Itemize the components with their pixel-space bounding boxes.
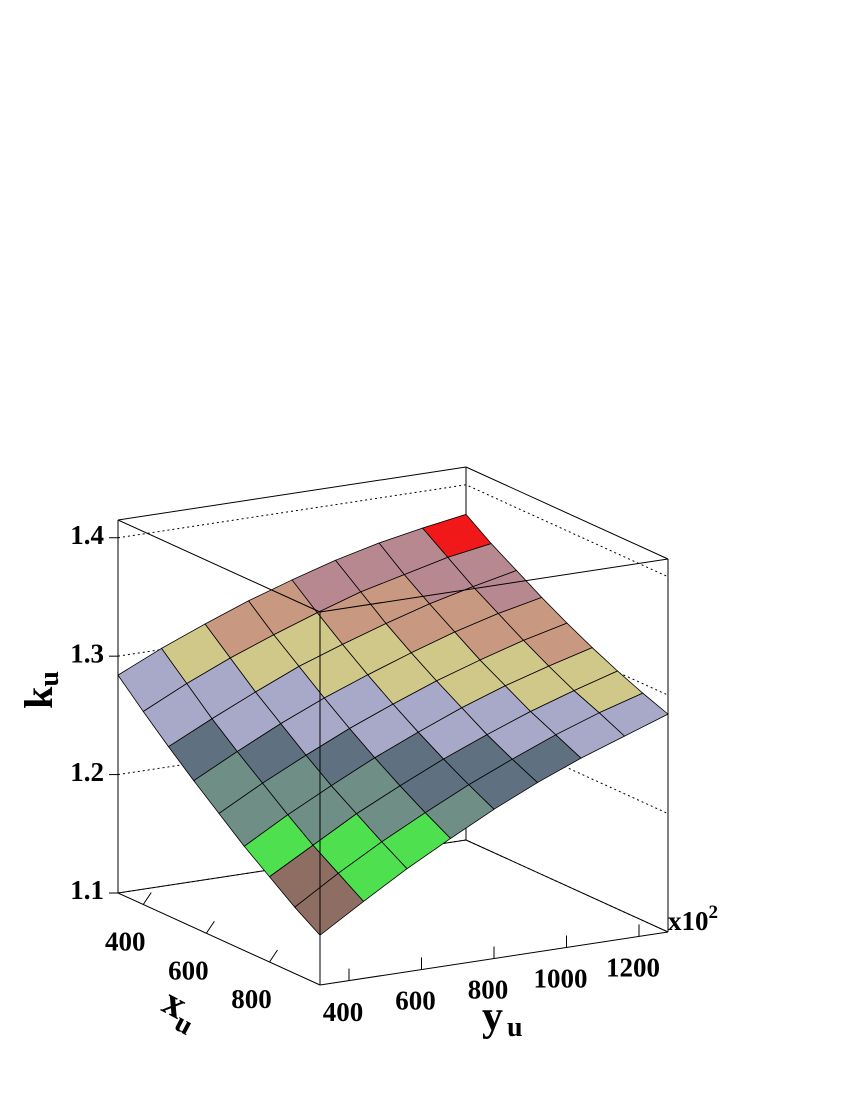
x-tick [269, 949, 278, 963]
multiplier-base: x10 [668, 906, 709, 936]
z-axis-title: ku [16, 671, 65, 709]
box-edge [319, 558, 669, 613]
box-edge [117, 892, 321, 986]
z-tick-label: 1.4 [70, 520, 104, 550]
x-tick [142, 892, 152, 905]
z-axis-title-main: k [16, 686, 61, 709]
box-edge [465, 466, 669, 560]
z-tick-label: 1.2 [70, 757, 104, 787]
x-tick [205, 920, 215, 934]
multiplier-exponent: 2 [709, 902, 719, 923]
y-tick-label: 800 [468, 975, 509, 1005]
y-tick-label: 1000 [534, 964, 588, 994]
x-tick-label: 800 [231, 984, 272, 1014]
box-edge [117, 466, 467, 521]
box-edge [117, 519, 321, 613]
z-axis-title-sub: u [34, 671, 65, 687]
z-tick-label: 1.1 [70, 875, 104, 905]
y-axis-multiplier: x102 [668, 902, 718, 936]
y-tick-label: 1200 [606, 953, 660, 983]
x-tick-label: 400 [105, 927, 146, 957]
y-axis-title-main: y [482, 994, 503, 1040]
y-tick-label: 400 [323, 997, 364, 1027]
x-tick-label: 600 [168, 955, 209, 985]
x-axis-title: xu [152, 978, 208, 1041]
y-tick-label: 600 [395, 986, 436, 1016]
surface-cell [294, 872, 365, 936]
z-tick-label: 1.3 [70, 638, 104, 668]
y-axis-title-sub: u [507, 1012, 523, 1043]
